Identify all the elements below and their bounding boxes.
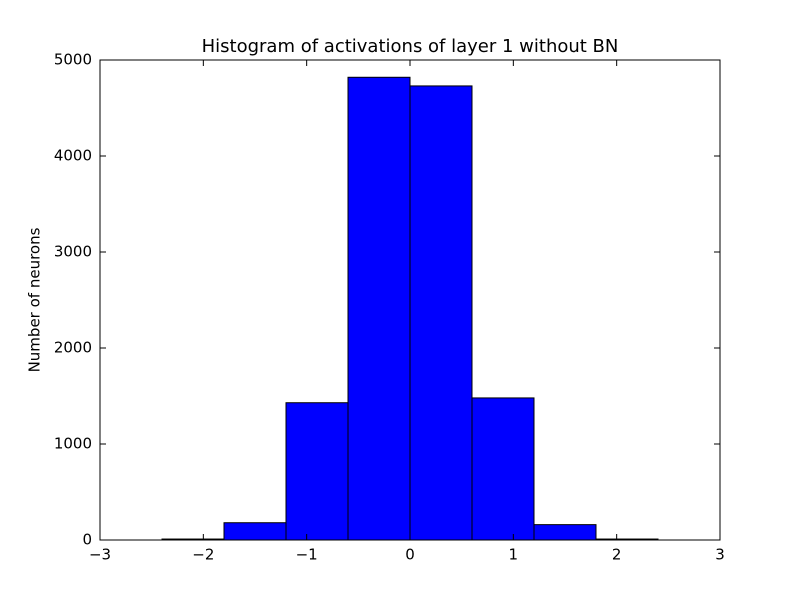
- bar: [285, 402, 349, 541]
- chart-title: Histogram of activations of layer 1 with…: [202, 36, 619, 57]
- y-tick-label: 4000: [54, 147, 92, 165]
- x-tick-label: 3: [715, 546, 725, 564]
- x-tick-label: −3: [89, 546, 111, 564]
- y-tick-label: 0: [82, 531, 92, 549]
- bar: [347, 76, 411, 541]
- y-tick-label: 3000: [54, 243, 92, 261]
- y-tick-label: 2000: [54, 339, 92, 357]
- bar: [409, 85, 473, 541]
- bar: [223, 522, 287, 541]
- bar: [533, 524, 597, 541]
- x-tick-label: −2: [192, 546, 214, 564]
- bar: [471, 397, 535, 541]
- y-axis-label: Number of neurons: [26, 227, 44, 372]
- y-tick-label: 5000: [54, 51, 92, 69]
- x-tick-label: 0: [405, 546, 415, 564]
- y-tick-label: 1000: [54, 435, 92, 453]
- x-tick-label: −1: [296, 546, 318, 564]
- x-tick-label: 2: [612, 546, 622, 564]
- x-tick-label: 1: [509, 546, 519, 564]
